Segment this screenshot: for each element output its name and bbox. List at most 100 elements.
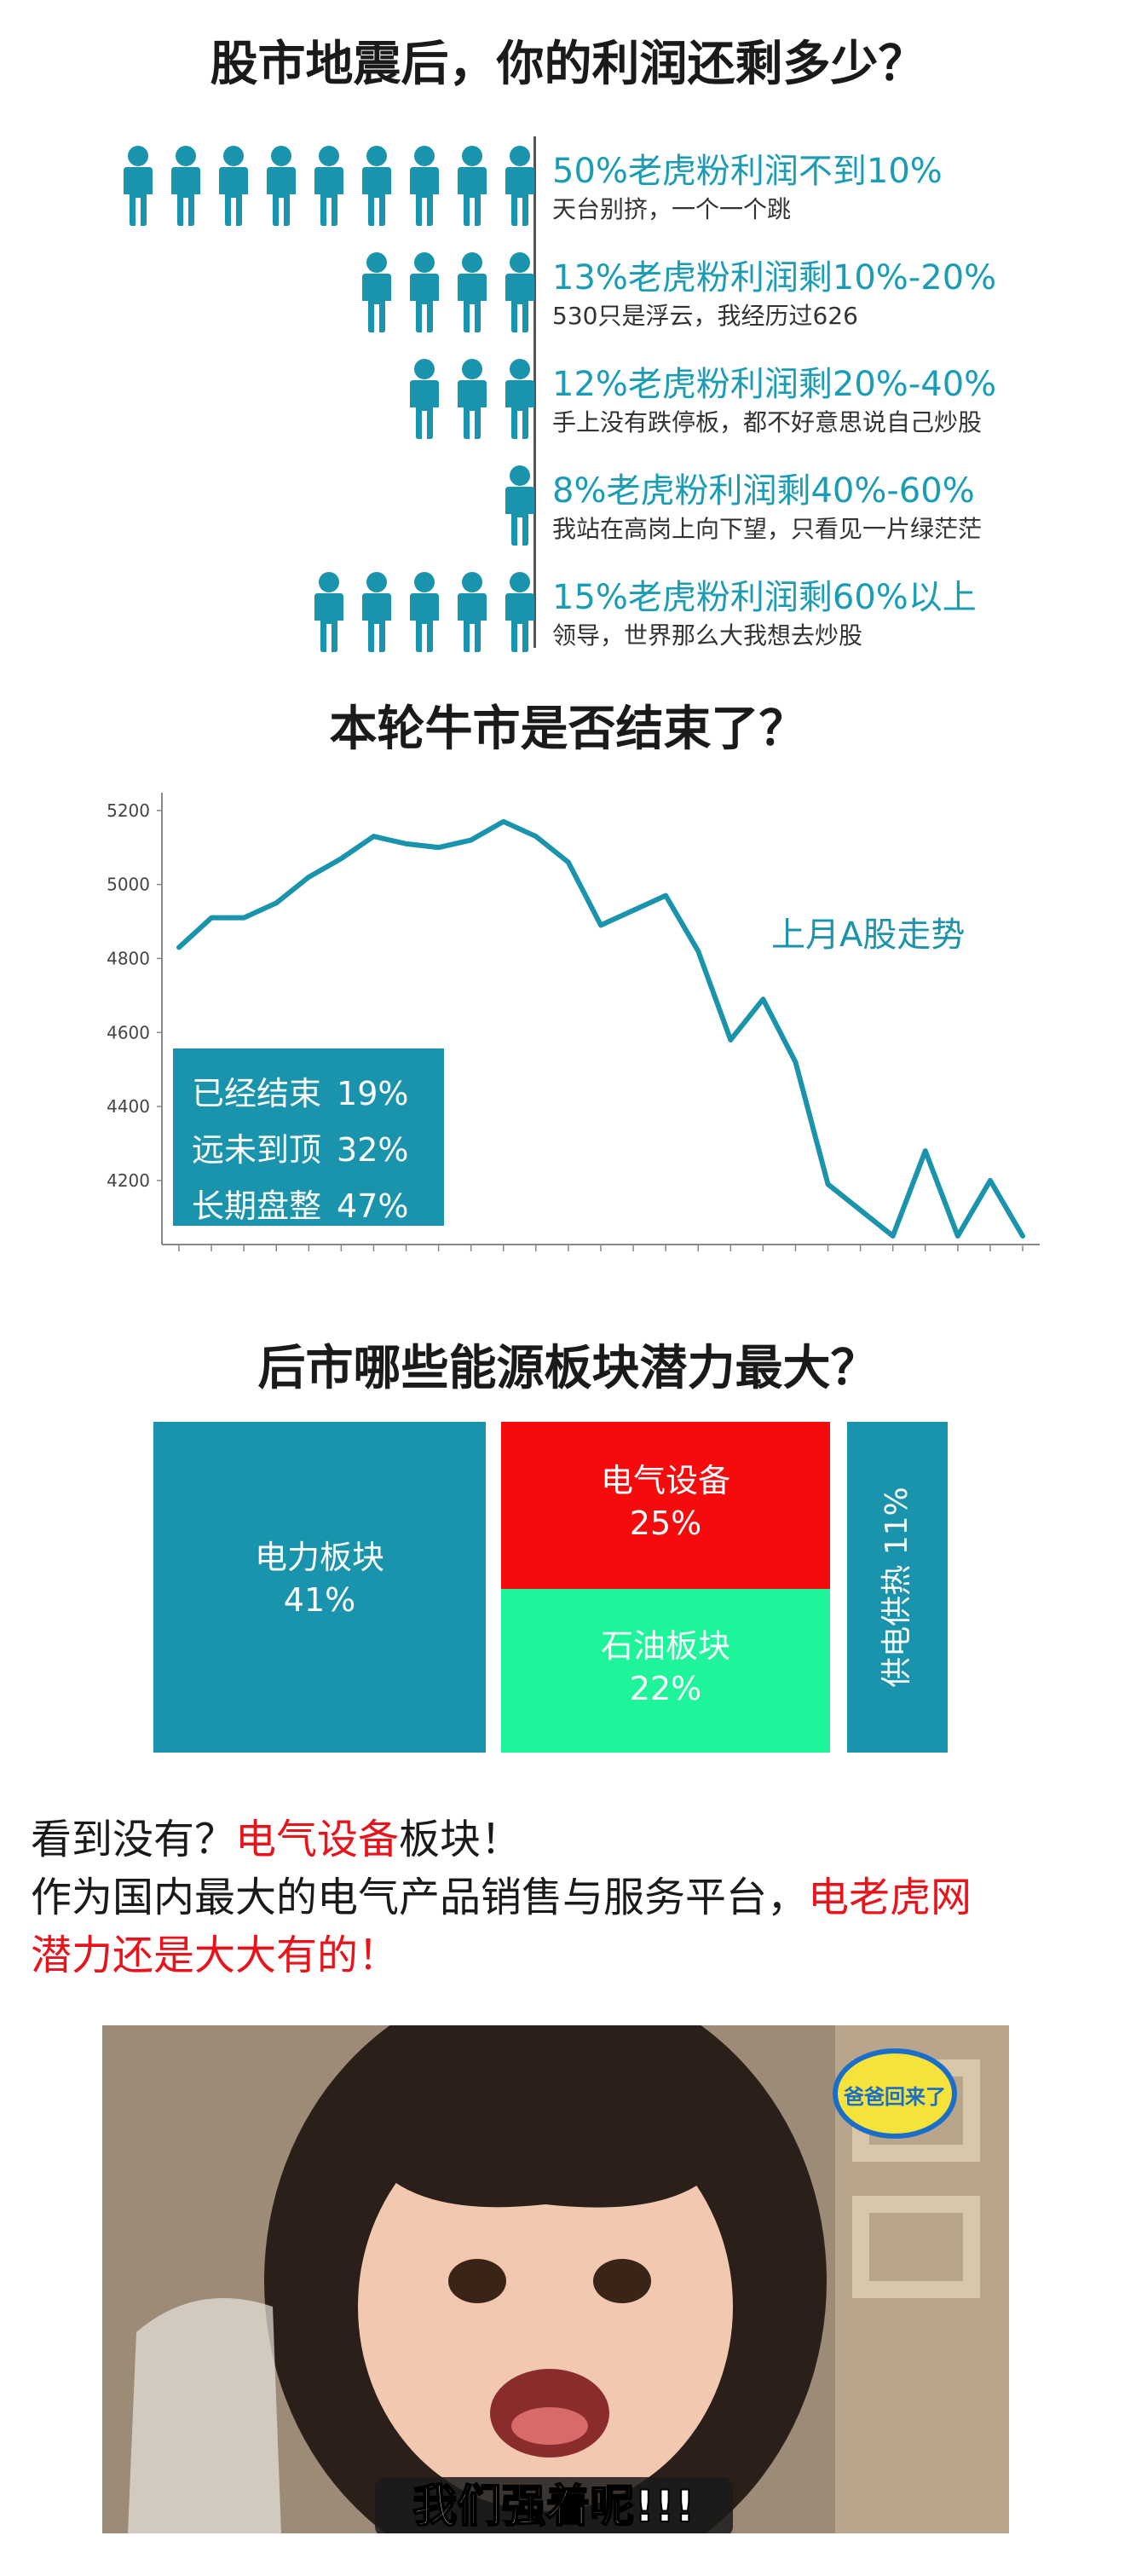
caption-text: 我们强着呢!!! <box>412 2481 695 2533</box>
person-icon <box>505 146 534 226</box>
treemap-label: 电力板块 <box>254 1539 384 1576</box>
section2-title: 本轮牛市是否结束了？ <box>329 702 807 757</box>
section1-title: 股市地震后，你的利润还剩多少？ <box>210 37 926 92</box>
people-row-main: 12%老虎粉利润剩20%-40% <box>552 365 997 404</box>
promo-line-1: 看到没有？电气设备板块！ <box>31 1805 522 1865</box>
treemap-label: 电气设备 <box>600 1462 730 1499</box>
people-row: 13%老虎粉利润剩10%-20% 530只是浮云，我经历过626 <box>0 243 1136 345</box>
line-chart: 4200 4400 4600 4800 5000 5200 上月A股走势 <box>107 793 1040 1251</box>
legend-label: 长期盘整 <box>192 1187 322 1225</box>
person-icon <box>410 252 439 332</box>
people-icons <box>118 145 539 230</box>
right-eye <box>593 2259 651 2303</box>
people-row-sub: 天台别挤，一个一个跳 <box>552 195 792 223</box>
promo-text: 作为国内最大的电气产品销售与服务平台， <box>31 1874 809 1921</box>
data-point <box>892 1235 894 1237</box>
data-point <box>827 1183 829 1185</box>
data-point <box>957 1235 959 1237</box>
data-point <box>762 998 764 1000</box>
data-point <box>406 843 407 845</box>
person-icon <box>362 252 391 332</box>
legend-value: 19% <box>337 1075 409 1112</box>
promo-text: 板块！ <box>399 1816 522 1863</box>
treemap-label-vertical: 供电供热 11% <box>879 1487 914 1688</box>
people-row-sub: 领导，世界那么大我想去炒股 <box>552 621 863 650</box>
left-eye <box>448 2259 506 2303</box>
person-icon <box>219 146 248 226</box>
treemap-cell-heating: 供电供热 11% <box>847 1422 948 1753</box>
person-icon <box>267 146 296 226</box>
person-icon <box>505 572 534 652</box>
people-icons <box>500 465 539 550</box>
people-row: 8%老虎粉利润剩40%-60% 我站在高岗上向下望，只看见一片绿茫茫 <box>0 456 1136 558</box>
data-point <box>503 821 505 823</box>
people-icons <box>357 251 539 337</box>
badge-text: 爸爸回来了 <box>843 2085 946 2109</box>
data-point <box>1022 1235 1024 1237</box>
data-point <box>275 902 277 904</box>
people-row-main: 13%老虎粉利润剩10%-20% <box>552 258 997 297</box>
legend-row: 远未到顶 32% <box>192 1123 408 1170</box>
person-icon <box>314 146 343 226</box>
promo-highlight: 电老虎网 <box>808 1874 972 1921</box>
people-row: 12%老虎粉利润剩20%-40% 手上没有跌停板，都不好意思说自己炒股 <box>0 349 1136 452</box>
bangs-shape <box>358 2099 733 2208</box>
people-row: 15%老虎粉利润剩60%以上 领导，世界那么大我想去炒股 <box>0 563 1136 665</box>
person-icon <box>362 146 391 226</box>
y-tick-label: 4800 <box>107 948 150 968</box>
treemap-label: 石油板块 <box>600 1627 730 1665</box>
promo-line-2: 作为国内最大的电气产品销售与服务平台，电老虎网 <box>31 1863 972 1923</box>
person-icon <box>410 359 439 439</box>
treemap-value: 41% <box>283 1581 356 1619</box>
data-point <box>438 846 440 848</box>
tongue-shape <box>511 2407 588 2445</box>
promo-text: 看到没有？ <box>31 1816 236 1863</box>
meme-photo: 爸爸回来了 我们强着呢!!! <box>102 2025 1009 2533</box>
legend-value: 32% <box>337 1131 409 1169</box>
wine-glass <box>128 2298 281 2533</box>
person-icon <box>410 146 439 226</box>
data-point <box>600 924 602 926</box>
person-icon <box>505 252 534 332</box>
caption-bg <box>375 2477 733 2533</box>
people-row-sub: 我站在高岗上向下望，只看见一片绿茫茫 <box>552 515 983 543</box>
person-icon <box>505 465 534 546</box>
data-point <box>989 1180 991 1181</box>
legend-label: 已经结束 <box>192 1075 322 1112</box>
y-tick-label: 4600 <box>107 1022 150 1043</box>
person-icon <box>171 146 200 226</box>
data-point <box>697 950 699 952</box>
data-point <box>729 1039 731 1041</box>
legend-row: 已经结束 19% <box>192 1067 408 1114</box>
person-icon <box>362 572 391 652</box>
people-row: 50%老虎粉利润不到10% 天台别挤，一个一个跳 <box>0 136 1136 239</box>
data-point <box>243 917 245 919</box>
person-icon <box>410 572 439 652</box>
people-icons <box>309 571 539 656</box>
legend-row: 长期盘整 47% <box>192 1180 408 1227</box>
person-icon <box>458 146 487 226</box>
data-point <box>535 835 537 837</box>
treemap-cell-power: 电力板块 41% <box>153 1422 486 1753</box>
section3-title: 后市哪些能源板块潜力最大？ <box>257 1341 879 1396</box>
people-row-main: 8%老虎粉利润剩40%-60% <box>552 471 975 511</box>
data-point <box>340 858 342 859</box>
meme-illustration: 爸爸回来了 我们强着呢!!! <box>102 2025 1009 2533</box>
people-divider <box>533 136 536 648</box>
y-tick-label: 4200 <box>107 1170 150 1191</box>
data-point <box>794 1061 796 1063</box>
people-row-sub: 530只是浮云，我经历过626 <box>552 302 858 330</box>
promo-line-3: 潜力还是大大有的！ <box>31 1932 400 1979</box>
people-chart: 50%老虎粉利润不到10% 天台别挤，一个一个跳 13%老虎粉利润剩10%-20… <box>0 128 1136 656</box>
people-row-main: 15%老虎粉利润剩60%以上 <box>552 578 977 617</box>
person-icon <box>505 359 534 439</box>
person-icon <box>314 572 343 652</box>
legend-value: 47% <box>337 1187 409 1225</box>
treemap-cell-electrical: 电气设备 25% <box>501 1422 830 1589</box>
photo-wall-pattern <box>852 2196 980 2298</box>
legend-label: 远未到顶 <box>192 1131 322 1169</box>
treemap-value: 25% <box>629 1505 702 1542</box>
y-tick-label: 4400 <box>107 1096 150 1117</box>
data-point <box>632 910 634 911</box>
badge-bubble <box>833 2048 957 2139</box>
